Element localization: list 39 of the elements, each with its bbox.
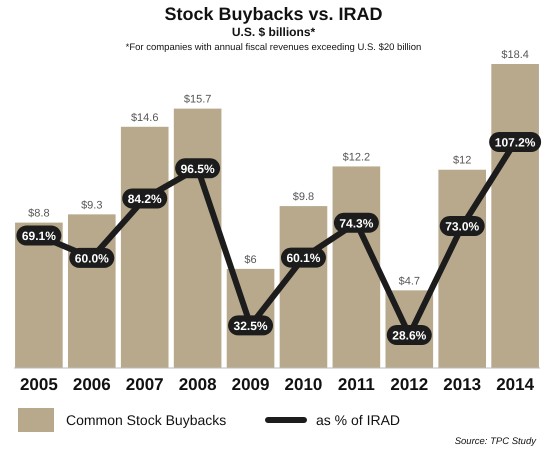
- data-label: $12.2: [342, 151, 370, 164]
- x-tick-label: 2010: [284, 375, 322, 394]
- chart-subtitle: U.S. $ billions*: [232, 25, 316, 39]
- chart-title: Stock Buybacks vs. IRAD: [164, 4, 383, 24]
- x-tick-label: 2008: [178, 375, 217, 394]
- data-label: $8.8: [28, 208, 50, 220]
- bar: [15, 222, 63, 368]
- data-label: $6: [244, 254, 257, 266]
- data-label: $12: [453, 154, 472, 167]
- x-tick-label: 2005: [20, 375, 58, 394]
- data-label: 73.0%: [445, 219, 480, 234]
- source-note: Source: TPC Study: [454, 436, 538, 447]
- data-label: 28.6%: [392, 328, 427, 342]
- bar: [120, 126, 169, 368]
- data-label: 107.2%: [494, 136, 536, 150]
- x-tick-label: 2012: [390, 375, 428, 394]
- x-tick-label: 2009: [232, 375, 270, 394]
- data-label: 96.5%: [180, 162, 215, 176]
- text: *For companies with annual fiscal revenues exceeding U.S. $20 billion: [126, 42, 422, 53]
- data-label: $15.7: [184, 94, 212, 106]
- legend-label: Common Stock Buybacks: [66, 412, 226, 428]
- x-tick-label: 2011: [338, 375, 375, 394]
- data-label: 32.5%: [234, 318, 268, 333]
- bar: [174, 108, 222, 368]
- data-label: $18.4: [501, 49, 529, 61]
- data-label: 69.1%: [22, 229, 56, 244]
- data-label: 74.3%: [339, 216, 374, 230]
- legend-label: as % of IRAD: [316, 412, 400, 428]
- data-label: 84.2%: [128, 192, 162, 206]
- data-label: $9.3: [81, 199, 102, 212]
- x-tick-label: 2007: [126, 375, 164, 394]
- x-tick-label: 2014: [496, 375, 535, 394]
- data-label: $14.6: [130, 112, 158, 124]
- data-label: $9.8: [292, 191, 314, 204]
- x-tick-label: 2013: [443, 375, 482, 394]
- data-label: 60.1%: [286, 251, 321, 266]
- x-tick-label: 2006: [72, 375, 111, 394]
- data-label: $4.7: [398, 275, 420, 288]
- data-label: 60.0%: [74, 251, 110, 266]
